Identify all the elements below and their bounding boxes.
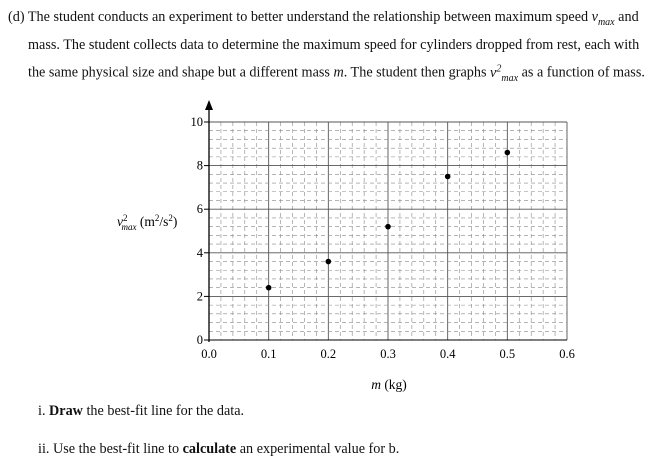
- task-i: i. Draw the best-fit line for the data.: [38, 403, 245, 419]
- y-axis-label: v2 max (m2/s2): [117, 213, 177, 232]
- y-tick-label: 4: [197, 246, 204, 260]
- x-tick-label: 0.3: [380, 347, 396, 361]
- x-tick-label: 0.1: [261, 347, 277, 361]
- data-point: [325, 258, 332, 265]
- task-ii: ii. Use the best-fit line to calculate a…: [38, 441, 400, 457]
- y-tick-label: 2: [197, 289, 203, 303]
- y-tick-label: 8: [197, 159, 203, 173]
- mass-symbol: m: [333, 64, 344, 81]
- y-axis-arrow-icon: [205, 100, 213, 110]
- data-point: [265, 284, 272, 291]
- data-point: [385, 223, 391, 230]
- x-tick-label: 0.6: [559, 347, 575, 361]
- x-tick-label: 0.2: [321, 347, 337, 361]
- x-tick-label: 0.0: [201, 347, 217, 361]
- question-paragraph: (d) The student conducts an experiment t…: [8, 6, 666, 89]
- question-text-1b: and: [618, 9, 639, 25]
- vmax-squared-symbol: v2max: [490, 62, 519, 84]
- question-text-3b: . The student then graphs: [343, 64, 487, 81]
- x-axis-label: m (kg): [371, 377, 407, 392]
- question-text-1a: The student conducts an experiment to be…: [27, 9, 589, 25]
- question-line-2: mass. The student collects data to deter…: [28, 36, 640, 53]
- vmax-symbol: vmax: [591, 9, 615, 28]
- y-tick-label: 0: [197, 333, 203, 347]
- y-tick-label: 6: [197, 202, 203, 216]
- x-tick-label: 0.5: [500, 347, 516, 361]
- x-tick-label: 0.4: [440, 347, 456, 361]
- question-line-1: (d) The student conducts an experiment t…: [8, 6, 666, 34]
- data-point: [444, 173, 451, 180]
- data-point: [504, 149, 511, 156]
- question-text-3a: the same physical size and shape but a d…: [28, 64, 330, 81]
- part-label: (d): [8, 9, 25, 25]
- question-line-3: the same physical size and shape but a d…: [8, 57, 666, 90]
- y-tick-label: 10: [191, 115, 204, 129]
- question-text-3c: as a function of mass.: [521, 64, 645, 81]
